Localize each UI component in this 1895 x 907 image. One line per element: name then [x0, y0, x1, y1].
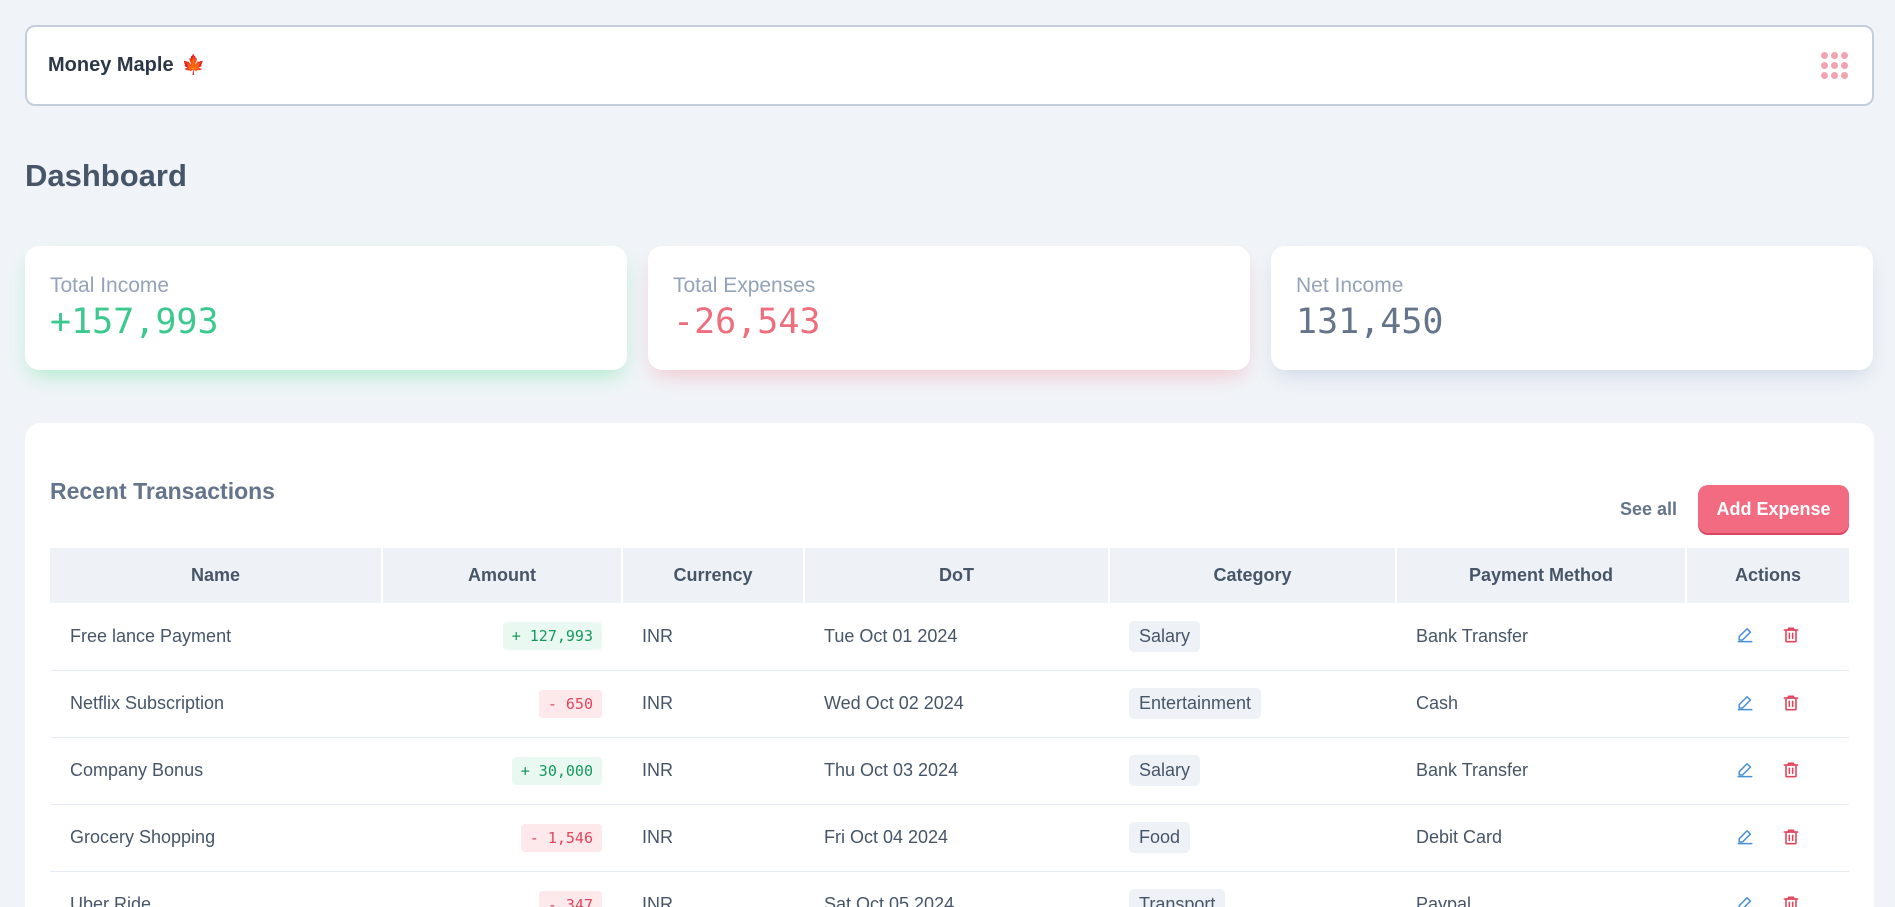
tx-amount: + 127,993 [502, 622, 602, 651]
delete-icon[interactable] [1780, 827, 1802, 849]
grid-dots-icon[interactable] [1821, 52, 1848, 79]
tx-amount: - 347 [538, 890, 602, 907]
tx-category-badge: Entertainment [1129, 688, 1262, 719]
tx-date: Sat Oct 05 2024 [804, 871, 1109, 907]
table-row[interactable]: Netflix Subscription - 650 INR Wed Oct 02 2… [50, 670, 1849, 738]
edit-icon[interactable] [1734, 760, 1756, 782]
table-header-row: Name Amount Currency DoT Category Paymen… [50, 548, 1849, 603]
add-expense-button[interactable]: Add Expense [1698, 485, 1849, 533]
tx-amount: - 1,546 [520, 823, 602, 852]
tx-payment-method: Debit Card [1396, 804, 1686, 872]
delete-icon[interactable] [1780, 625, 1802, 647]
tx-currency: INR [622, 737, 804, 805]
tx-actions [1686, 804, 1849, 872]
tx-payment-method: Paypal [1396, 871, 1686, 907]
column-header[interactable]: Category [1109, 548, 1397, 603]
column-header[interactable]: DoT [804, 548, 1110, 603]
delete-icon[interactable] [1780, 894, 1802, 907]
edit-icon[interactable] [1734, 894, 1756, 907]
tx-name: Netflix Subscription [50, 670, 382, 738]
total-income-card: Total Income +157,993 [25, 246, 627, 370]
column-header[interactable]: Name [50, 548, 383, 603]
tx-name: Company Bonus [50, 737, 382, 805]
tx-date: Thu Oct 03 2024 [804, 737, 1109, 805]
card-label: Net Income [1296, 274, 1404, 297]
app-title: Money Maple [48, 54, 174, 76]
column-header[interactable]: Currency [622, 548, 805, 603]
card-label: Total Income [50, 274, 170, 297]
transactions-table: Name Amount Currency DoT Category Paymen… [50, 548, 1849, 907]
tx-name: Uber Ride [50, 871, 382, 907]
column-header: Actions [1686, 548, 1849, 603]
brand[interactable]: Money Maple 🍁 [48, 54, 205, 77]
tx-category-badge: Food [1129, 822, 1191, 853]
edit-icon[interactable] [1734, 625, 1756, 647]
edit-icon[interactable] [1734, 693, 1756, 715]
tx-date: Wed Oct 02 2024 [804, 670, 1109, 738]
tx-actions [1686, 603, 1849, 671]
see-all-link[interactable]: See all [1619, 499, 1677, 519]
table-row[interactable]: Grocery Shopping - 1,546 INR Fri Oct 04 202… [50, 804, 1849, 872]
page-title: Dashboard [25, 158, 187, 193]
tx-date: Tue Oct 01 2024 [804, 603, 1109, 671]
tx-payment-method: Bank Transfer [1396, 603, 1686, 671]
transactions-panel: Recent Transactions See all Add Expense … [25, 423, 1874, 907]
panel-title: Recent Transactions [50, 478, 275, 504]
tx-category-badge: Salary [1129, 755, 1201, 786]
tx-currency: INR [622, 603, 804, 671]
edit-icon[interactable] [1734, 827, 1756, 849]
column-header[interactable]: Payment Method [1396, 548, 1687, 603]
net-income-card: Net Income 131,450 [1271, 246, 1873, 370]
total-expenses-card: Total Expenses -26,543 [648, 246, 1250, 370]
tx-actions [1686, 670, 1849, 738]
card-value: +157,993 [50, 302, 219, 342]
tx-category-badge: Salary [1129, 620, 1201, 652]
column-header[interactable]: Amount [382, 548, 623, 603]
delete-icon[interactable] [1780, 760, 1802, 782]
maple-leaf-icon: 🍁 [181, 55, 206, 76]
table-row[interactable]: Uber Ride - 347 INR Sat Oct 05 2024 Transpor… [50, 871, 1849, 907]
tx-currency: INR [622, 871, 804, 907]
tx-actions [1686, 737, 1849, 805]
table-row[interactable]: Company Bonus + 30,000 INR Thu Oct 03 2024 S… [50, 737, 1849, 805]
tx-amount: - 650 [538, 689, 602, 718]
tx-name: Free lance Payment [50, 603, 382, 671]
top-bar: Money Maple 🍁 [25, 25, 1874, 106]
tx-payment-method: Cash [1396, 670, 1686, 738]
tx-category-badge: Transport [1129, 889, 1226, 907]
delete-icon[interactable] [1780, 693, 1802, 715]
tx-name: Grocery Shopping [50, 804, 382, 872]
tx-actions [1686, 871, 1849, 907]
tx-currency: INR [622, 670, 804, 738]
table-row[interactable]: Free lance Payment + 127,993 INR Tue Oct 01… [50, 603, 1849, 671]
tx-amount: + 30,000 [511, 756, 602, 785]
card-value: -26,543 [673, 302, 821, 342]
card-value: 131,450 [1296, 302, 1444, 342]
tx-payment-method: Bank Transfer [1396, 737, 1686, 805]
card-label: Total Expenses [673, 274, 816, 297]
tx-date: Fri Oct 04 2024 [804, 804, 1109, 872]
tx-currency: INR [622, 804, 804, 872]
